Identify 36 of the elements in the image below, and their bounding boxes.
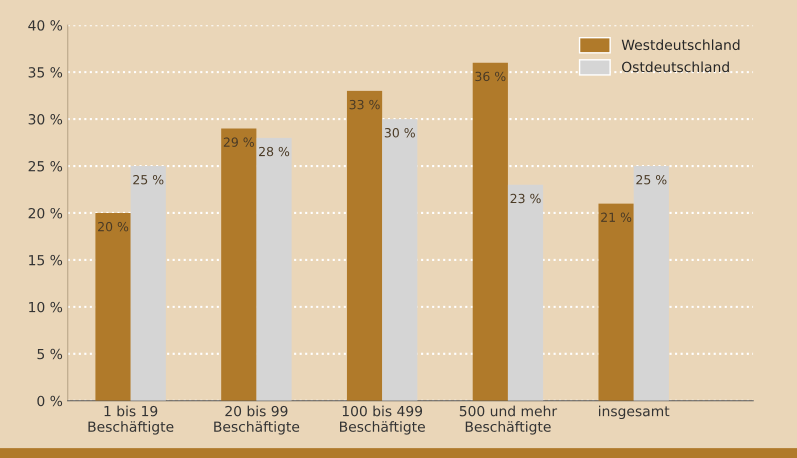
- bar: [472, 62, 508, 401]
- data-label: 36 %: [475, 72, 506, 82]
- y-tick-label: 0 %: [37, 396, 62, 406]
- x-tick-label: 500 und mehr Beschäftigte: [460, 406, 558, 435]
- x-tick-label: 20 bis 99 Beschäftigte: [214, 406, 300, 435]
- y-tick-label: 15 %: [29, 254, 62, 266]
- data-label: 23 %: [510, 194, 541, 204]
- y-tick-label: 25 %: [28, 160, 62, 172]
- data-label: 20 %: [98, 222, 128, 232]
- bar: [130, 166, 166, 401]
- y-tick-label: 5 %: [38, 348, 62, 360]
- y-tick-label: 40 %: [28, 20, 62, 31]
- data-label: 33 %: [350, 100, 380, 110]
- data-label: 25 %: [636, 174, 666, 184]
- data-label: 30 %: [384, 128, 415, 138]
- data-label: 21 %: [601, 212, 632, 222]
- bar: [346, 90, 382, 401]
- y-tick-label: 10 %: [29, 302, 62, 312]
- y-tick-label: 35 %: [28, 67, 62, 78]
- data-label: 25 %: [133, 174, 164, 184]
- bar: [256, 138, 292, 401]
- legend-label: Westdeutschland: [622, 39, 740, 50]
- legend-label: Ostdeutschland: [622, 61, 729, 72]
- y-tick-label: 30 %: [28, 114, 62, 125]
- bar: [598, 204, 634, 401]
- x-tick-label: 1 bis 19 Beschäftigte: [88, 406, 174, 435]
- bar: [382, 119, 418, 401]
- data-label: 28 %: [259, 146, 290, 156]
- bar: [508, 184, 544, 401]
- x-tick-label: 100 bis 499 Beschäftigte: [340, 406, 425, 435]
- bar: [95, 212, 131, 401]
- y-tick-label: 20 %: [28, 208, 62, 218]
- bar: [221, 128, 256, 401]
- data-label: 29 %: [224, 137, 254, 147]
- bar: [634, 166, 669, 401]
- x-tick-label: insgesamt: [599, 406, 670, 420]
